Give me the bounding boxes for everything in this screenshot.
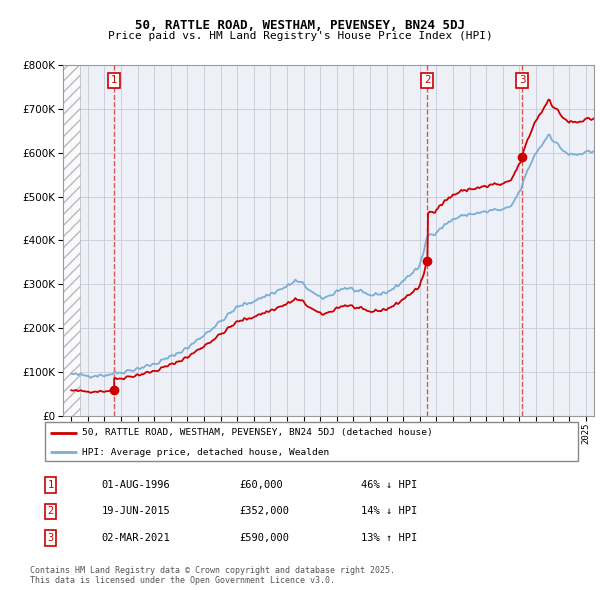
Text: 01-AUG-1996: 01-AUG-1996 [102, 480, 170, 490]
FancyBboxPatch shape [45, 422, 578, 461]
Text: 13% ↑ HPI: 13% ↑ HPI [361, 533, 418, 543]
Text: £590,000: £590,000 [240, 533, 290, 543]
Text: 02-MAR-2021: 02-MAR-2021 [102, 533, 170, 543]
Text: 50, RATTLE ROAD, WESTHAM, PEVENSEY, BN24 5DJ (detached house): 50, RATTLE ROAD, WESTHAM, PEVENSEY, BN24… [83, 428, 433, 437]
Text: 1: 1 [47, 480, 53, 490]
Text: 1: 1 [111, 76, 118, 86]
Text: HPI: Average price, detached house, Wealden: HPI: Average price, detached house, Weal… [83, 448, 330, 457]
Text: 2: 2 [47, 506, 53, 516]
Text: 14% ↓ HPI: 14% ↓ HPI [361, 506, 418, 516]
Text: 3: 3 [47, 533, 53, 543]
Text: 50, RATTLE ROAD, WESTHAM, PEVENSEY, BN24 5DJ: 50, RATTLE ROAD, WESTHAM, PEVENSEY, BN24… [135, 19, 465, 32]
Text: 19-JUN-2015: 19-JUN-2015 [102, 506, 170, 516]
Text: £60,000: £60,000 [240, 480, 284, 490]
Bar [63, 65, 80, 416]
Text: £352,000: £352,000 [240, 506, 290, 516]
Text: Contains HM Land Registry data © Crown copyright and database right 2025.
This d: Contains HM Land Registry data © Crown c… [30, 566, 395, 585]
Text: 46% ↓ HPI: 46% ↓ HPI [361, 480, 418, 490]
Text: 2: 2 [424, 76, 431, 86]
Text: Price paid vs. HM Land Registry's House Price Index (HPI): Price paid vs. HM Land Registry's House … [107, 31, 493, 41]
Text: 3: 3 [519, 76, 526, 86]
